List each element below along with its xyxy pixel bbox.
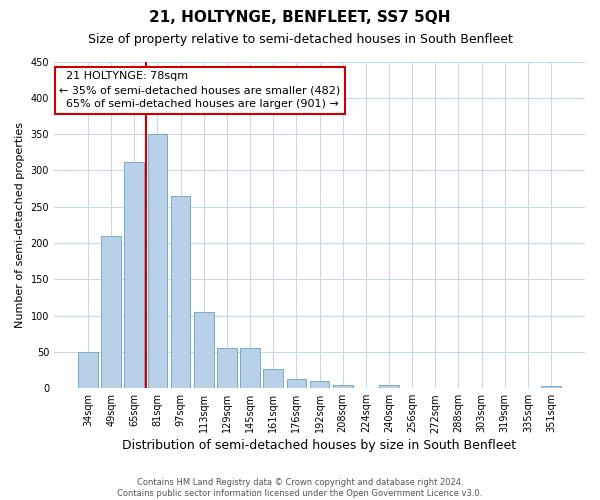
Text: Size of property relative to semi-detached houses in South Benfleet: Size of property relative to semi-detach… — [88, 32, 512, 46]
Bar — [310, 381, 329, 388]
Bar — [124, 162, 144, 388]
Text: 21 HOLTYNGE: 78sqm
← 35% of semi-detached houses are smaller (482)
  65% of semi: 21 HOLTYNGE: 78sqm ← 35% of semi-detache… — [59, 72, 341, 110]
Bar — [379, 386, 399, 388]
Bar — [78, 352, 98, 388]
Bar — [541, 386, 561, 388]
Bar — [333, 386, 353, 388]
Bar — [148, 134, 167, 388]
Y-axis label: Number of semi-detached properties: Number of semi-detached properties — [15, 122, 25, 328]
Bar — [287, 380, 306, 388]
Bar — [263, 368, 283, 388]
Bar — [217, 348, 237, 388]
Bar — [101, 236, 121, 388]
Bar — [240, 348, 260, 388]
X-axis label: Distribution of semi-detached houses by size in South Benfleet: Distribution of semi-detached houses by … — [122, 440, 517, 452]
Bar — [194, 312, 214, 388]
Text: Contains HM Land Registry data © Crown copyright and database right 2024.
Contai: Contains HM Land Registry data © Crown c… — [118, 478, 482, 498]
Text: 21, HOLTYNGE, BENFLEET, SS7 5QH: 21, HOLTYNGE, BENFLEET, SS7 5QH — [149, 10, 451, 25]
Bar — [171, 196, 190, 388]
